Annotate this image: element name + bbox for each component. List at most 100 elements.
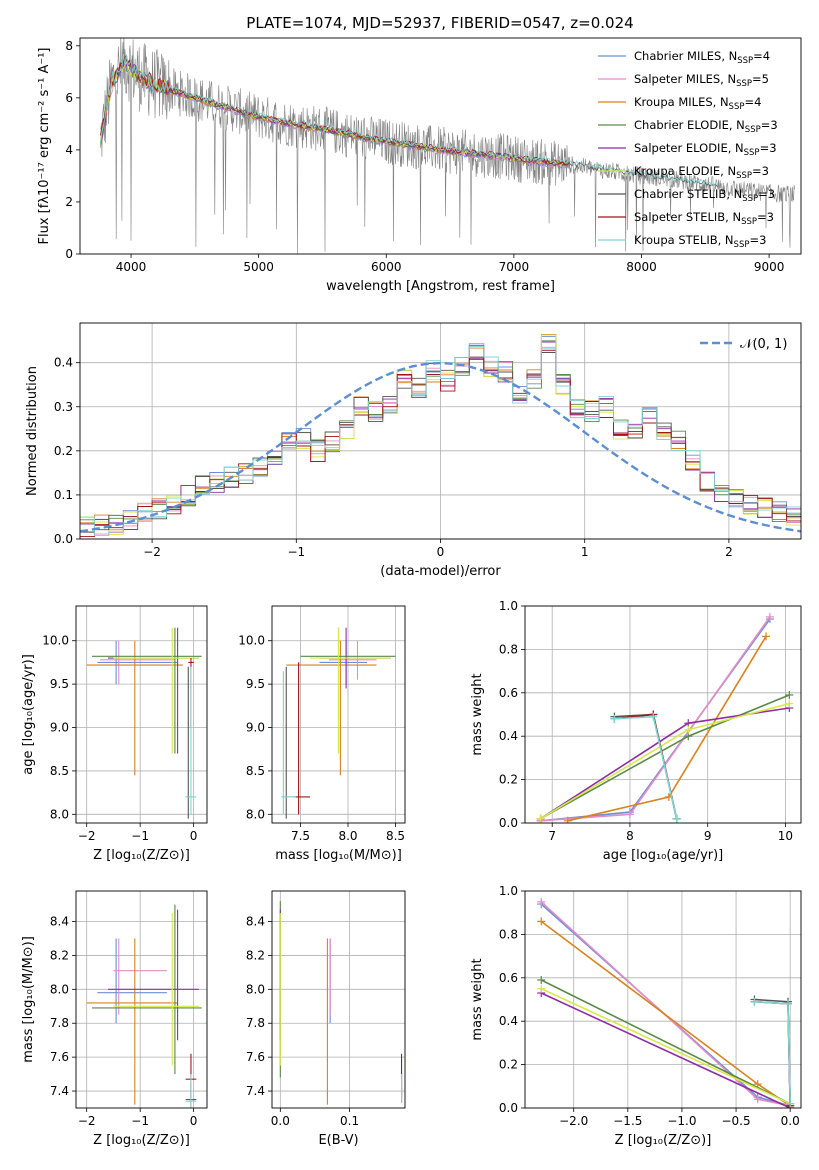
legend-subscript: SSP [741, 217, 757, 227]
legend-subscript: SSP [736, 171, 752, 181]
y-tick-label: 7.8 [50, 1016, 69, 1030]
y-tick-label: 10.0 [42, 634, 69, 648]
y-tick-label: 0.6 [499, 686, 518, 700]
y-tick-label: 0.2 [499, 1058, 518, 1072]
axes-frame [75, 605, 208, 824]
axes-frame [75, 890, 208, 1109]
y-axis-label: age [log₁₀(age/yr)] [21, 654, 36, 775]
x-axis-label: mass [log₁₀(M/M⊙)] [275, 848, 402, 863]
legend-subscript: SSP [737, 56, 753, 66]
axes-frame [79, 37, 802, 255]
x-tick-label: 7 [548, 829, 556, 843]
legend-nssp-value: =4 [744, 95, 761, 109]
y-tick-label: 0.4 [499, 1014, 518, 1028]
legend-subscript: SSP [744, 148, 760, 158]
plot-area [80, 333, 801, 538]
x-axis-label: Z [log₁₀(Z/Z⊙)] [93, 1133, 190, 1148]
legend-nssp-value: =3 [749, 233, 766, 247]
y-tick-label: 1.0 [499, 884, 518, 898]
x-tick-label: −1 [131, 829, 149, 843]
x-tick-label: 8.5 [386, 829, 405, 843]
panel-residuals: −2 −1 0 1 2 0.0 0.1 0.2 0.3 0.4 (data-model)/error… [25, 322, 802, 579]
x-tick-label: −0.5 [721, 1114, 750, 1128]
axes-frame [524, 605, 802, 824]
y-tick-label: 9.0 [246, 721, 265, 735]
y-tick-label: 1.0 [499, 599, 518, 613]
x-axis-label: wavelength [Angstrom, rest frame] [326, 279, 555, 294]
x-tick-label: −2 [143, 545, 161, 559]
model-spectrum-line [99, 55, 568, 165]
x-tick-label: 8 [626, 829, 634, 843]
x-tick-label: 8.0 [338, 829, 357, 843]
x-tick-label: 7000 [499, 260, 530, 274]
y-axis-label: mass weight [470, 673, 485, 755]
y-tick-label: 0.6 [499, 971, 518, 985]
x-tick-label: 7.5 [291, 829, 310, 843]
gaussian-reference-curve [80, 361, 801, 533]
legend-label: Kroupa MILES, NSSP=4 [634, 95, 761, 112]
x-tick-label: −1 [131, 1114, 149, 1128]
x-tick-label: 4000 [116, 260, 147, 274]
y-tick-label: 7.4 [50, 1084, 69, 1098]
x-tick-label: −1.0 [667, 1114, 696, 1128]
x-axis-label: (data-model)/error [380, 564, 501, 579]
x-axis-label: E(B-V) [318, 1133, 358, 1148]
y-axis-label: mass [log₁₀(M/M⊙)] [21, 936, 36, 1063]
weight-series-line [540, 987, 791, 1105]
legend-label: Salpeter ELODIE, NSSP=3 [634, 141, 777, 158]
y-tick-label: 0.0 [499, 1101, 518, 1115]
y-tick-label: 9.5 [246, 677, 265, 691]
legend-subscript: SSP [742, 194, 758, 204]
weight-series-line [540, 992, 791, 1108]
x-tick-label: 0 [190, 829, 198, 843]
y-tick-label: 8.4 [50, 915, 69, 929]
legend-model-name: Kroupa MILES, N [634, 95, 729, 109]
y-tick-label: 8.0 [246, 807, 265, 821]
grid [76, 606, 207, 823]
y-tick-label: 0.2 [499, 773, 518, 787]
legend-model-name: Salpeter STELIB, N [634, 210, 741, 224]
y-tick-label: 9.0 [50, 721, 69, 735]
y-tick-label: 7.4 [246, 1084, 265, 1098]
y-tick-label: 10.0 [238, 634, 265, 648]
legend-model-name: Chabrier STELIB, N [634, 187, 742, 201]
legend-model-name: Kroupa ELODIE, N [634, 164, 736, 178]
legend-label: Chabrier MILES, NSSP=4 [634, 49, 770, 66]
legend-nssp-value: =3 [752, 164, 769, 178]
y-axis-label: Flux [fλ10⁻¹⁷ erg cm⁻² s⁻¹ A⁻¹] [37, 48, 52, 245]
legend-nssp-value: =3 [761, 118, 778, 132]
plot-area [86, 904, 202, 1108]
legend-model-name: Salpeter ELODIE, N [634, 141, 744, 155]
legend-model-name: Kroupa STELIB, N [634, 233, 734, 247]
x-tick-label: 8000 [626, 260, 657, 274]
y-tick-label: 7.6 [50, 1050, 69, 1064]
legend-subscript: SSP [734, 240, 750, 250]
y-tick-label: 2 [65, 195, 73, 209]
x-tick-label: 0.0 [271, 1114, 290, 1128]
legend-label: Chabrier ELODIE, NSSP=3 [634, 118, 778, 135]
y-tick-label: 0.0 [54, 532, 73, 546]
plot-area [279, 901, 403, 1105]
axes-frame [79, 322, 802, 540]
y-tick-label: 0.8 [499, 642, 518, 656]
y-tick-label: 8.2 [50, 948, 69, 962]
residual-histogram-step [80, 345, 801, 537]
x-tick-label: 0.1 [340, 1114, 359, 1128]
y-tick-label: 0.4 [54, 356, 73, 370]
legend-model-name: Chabrier MILES, N [634, 49, 737, 63]
y-tick-label: 7.6 [246, 1050, 265, 1064]
legend-subscript: SSP [745, 125, 761, 135]
x-tick-label: −1 [287, 545, 305, 559]
x-tick-label: 0 [190, 1114, 198, 1128]
y-tick-label: 9.5 [50, 677, 69, 691]
plot-area [537, 897, 795, 1108]
panel-mass-vs-ebv: 0.0 0.1 7.4 7.6 7.8 8.0 8.2 8.4 E(B-V) [246, 890, 406, 1148]
panel-mass-vs-Z: −2 −1 0 7.4 7.6 7.8 8.0 8.2 8.4 Z [log₁₀(Z/Z⊙)] ma… [21, 890, 208, 1148]
y-axis-label: mass weight [470, 958, 485, 1040]
y-tick-label: 8.0 [50, 982, 69, 996]
x-axis-label: Z [log₁₀(Z/Z⊙)] [93, 848, 190, 863]
y-tick-label: 8.0 [50, 807, 69, 821]
